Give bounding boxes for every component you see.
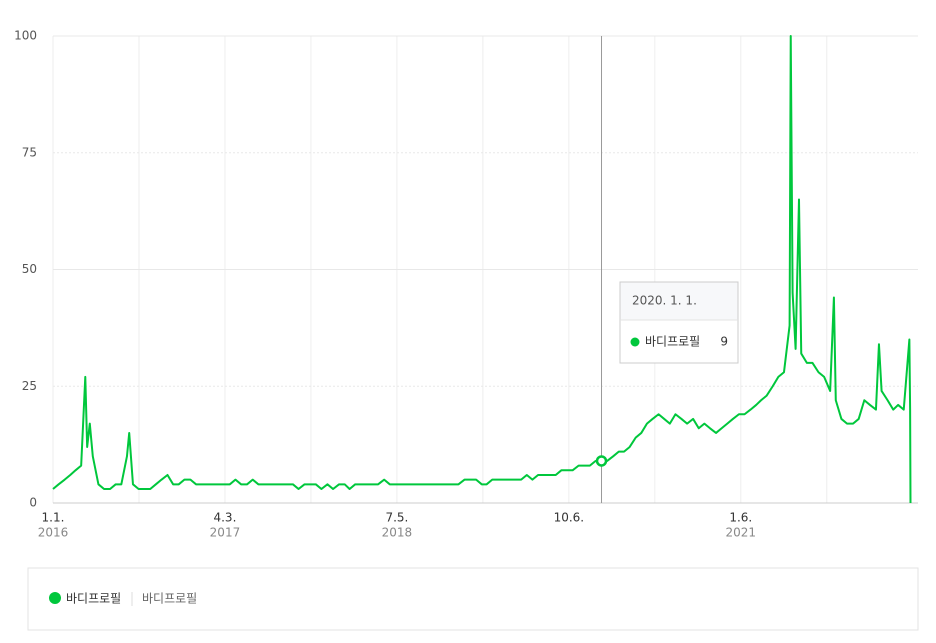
tooltip-value: 9 xyxy=(720,335,728,349)
tooltip-head xyxy=(620,282,738,320)
y-tick-label: 50 xyxy=(22,262,37,276)
y-tick-label: 25 xyxy=(22,379,37,393)
legend-dot xyxy=(49,592,61,604)
x-tick-label: 10.6. xyxy=(554,511,585,525)
data-line xyxy=(52,35,912,504)
tooltip: 2020. 1. 1. 바디프로필 9 xyxy=(619,281,739,364)
x-tick-label: 1.6. xyxy=(729,511,752,525)
legend-keyword: 바디프로필 xyxy=(142,592,197,606)
x-tick-label: 1.1. xyxy=(42,511,65,525)
x-tick-year: 2018 xyxy=(382,526,413,540)
tooltip-title: 2020. 1. 1. xyxy=(632,294,697,308)
y-tick-label: 0 xyxy=(29,496,37,510)
x-tick-year: 2016 xyxy=(38,526,69,540)
y-tick-label: 75 xyxy=(22,145,37,159)
hover-point xyxy=(595,455,608,467)
x-tick-year: 2021 xyxy=(726,526,757,540)
legend-label[interactable]: 바디프로필 xyxy=(66,592,121,606)
tooltip-dot xyxy=(630,337,640,347)
x-tick-year: 2017 xyxy=(210,526,241,540)
x-tick-label: 7.5. xyxy=(385,511,408,525)
y-tick-label: 100 xyxy=(14,29,37,43)
legend-box xyxy=(27,567,919,631)
tooltip-series: 바디프로필 xyxy=(645,335,700,349)
x-tick-label: 4.3. xyxy=(213,511,236,525)
